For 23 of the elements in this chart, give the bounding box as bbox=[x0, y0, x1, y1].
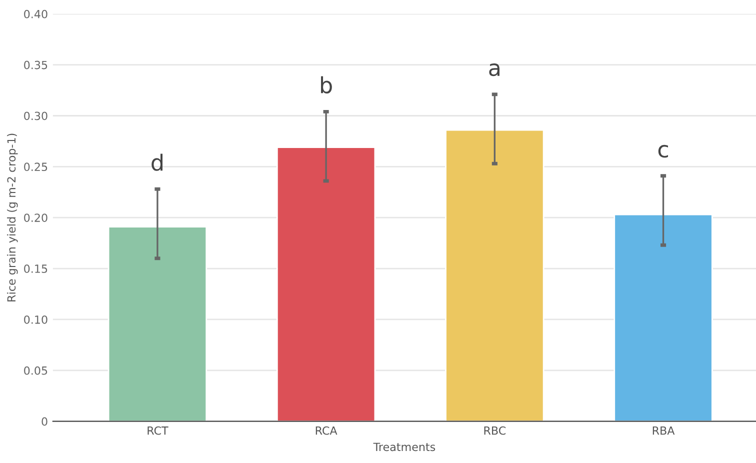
x-axis-title: Treatments bbox=[373, 442, 436, 452]
bar bbox=[108, 226, 208, 422]
bar bbox=[614, 214, 713, 422]
annotation: c bbox=[658, 144, 668, 158]
y-tick-label: 0.30 bbox=[24, 112, 48, 120]
annotation: d bbox=[152, 154, 162, 171]
x-tick-label: RBC bbox=[484, 426, 506, 435]
bar bbox=[445, 129, 544, 422]
y-tick-label: 0.05 bbox=[24, 366, 48, 375]
y-tick-label: 0.15 bbox=[24, 264, 48, 273]
y-tick-label: 0.40 bbox=[24, 10, 48, 18]
x-tick-label: RCT bbox=[148, 426, 168, 435]
y-tick-label: 0 bbox=[42, 417, 48, 426]
y-tick-label: 0.25 bbox=[24, 162, 48, 172]
y-tick-label: 0.35 bbox=[24, 60, 48, 70]
annotation: b bbox=[321, 76, 332, 94]
y-axis-title: Rice grain yield (g m-2 crop-1) bbox=[7, 134, 18, 302]
x-tick-label: RBA bbox=[652, 426, 675, 435]
annotation: a bbox=[489, 63, 500, 76]
y-tick-label: 0.20 bbox=[24, 214, 48, 222]
x-tick-label: RCA bbox=[316, 426, 338, 435]
bar bbox=[276, 146, 376, 422]
y-tick-label: 0.10 bbox=[24, 315, 48, 324]
